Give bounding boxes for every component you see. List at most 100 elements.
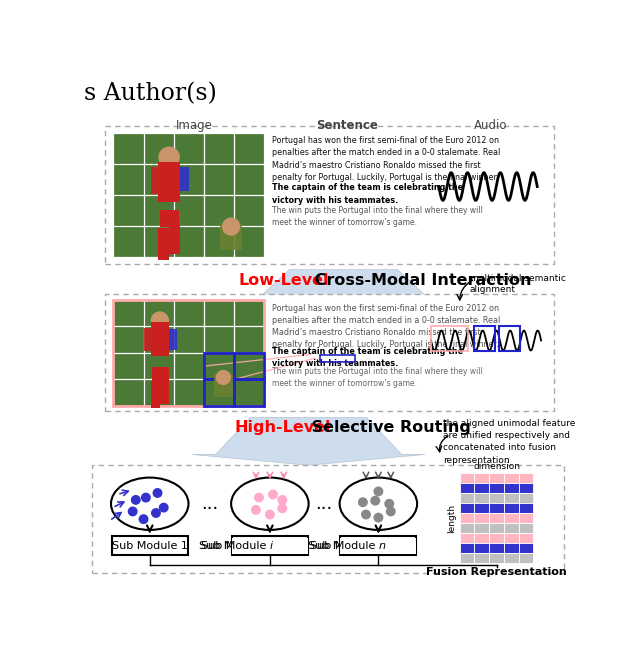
Bar: [499, 326, 520, 350]
Bar: [474, 543, 489, 553]
Bar: [518, 533, 533, 543]
Bar: [489, 533, 504, 543]
Circle shape: [278, 496, 287, 504]
Bar: [489, 553, 504, 563]
Bar: [518, 513, 533, 523]
Circle shape: [255, 493, 263, 502]
Bar: [460, 473, 474, 483]
Circle shape: [385, 499, 394, 508]
Bar: [234, 379, 264, 406]
Bar: [489, 503, 504, 513]
Text: Fusion Representation: Fusion Representation: [426, 567, 567, 577]
Bar: [340, 536, 417, 554]
Bar: [460, 493, 474, 503]
Bar: [489, 473, 504, 483]
Bar: [504, 533, 518, 543]
Circle shape: [151, 312, 168, 329]
Bar: [460, 523, 474, 533]
Circle shape: [159, 503, 168, 512]
Circle shape: [362, 510, 370, 519]
Bar: [504, 523, 518, 533]
Bar: [214, 374, 233, 397]
Bar: [460, 533, 474, 543]
Circle shape: [216, 371, 230, 384]
Text: Sub Module: Sub Module: [200, 541, 268, 551]
Bar: [158, 162, 180, 202]
Bar: [518, 473, 533, 483]
Text: multimodal semantic
alignment: multimodal semantic alignment: [470, 274, 566, 294]
Bar: [460, 483, 474, 493]
Text: Portugal has won the first semi-final of the Euro 2012 on
penalties after the ma: Portugal has won the first semi-final of…: [272, 136, 500, 182]
Ellipse shape: [111, 478, 189, 530]
Bar: [474, 523, 489, 533]
Text: i: i: [268, 541, 271, 551]
Text: Sub Module: Sub Module: [310, 541, 378, 551]
Bar: [113, 133, 264, 257]
Text: ...: ...: [316, 495, 333, 513]
Bar: [160, 379, 169, 403]
Circle shape: [358, 498, 367, 506]
Bar: [504, 553, 518, 563]
Bar: [504, 513, 518, 523]
Circle shape: [223, 218, 239, 235]
Bar: [145, 328, 150, 352]
Text: Low-Level: Low-Level: [239, 273, 330, 288]
Bar: [504, 503, 518, 513]
Text: Image: Image: [176, 119, 213, 132]
Circle shape: [278, 504, 287, 512]
Bar: [234, 353, 264, 379]
Circle shape: [269, 490, 277, 499]
Circle shape: [374, 487, 383, 496]
Bar: [518, 503, 533, 513]
Bar: [460, 553, 474, 563]
Text: Sub Module: Sub Module: [308, 541, 377, 551]
Text: Sub Module 1: Sub Module 1: [112, 541, 188, 551]
Ellipse shape: [231, 478, 308, 530]
Bar: [169, 329, 177, 350]
Bar: [431, 326, 468, 350]
Text: The win puts the Portugal into the final where they will
meet the winner of tomo: The win puts the Portugal into the final…: [272, 367, 483, 388]
Bar: [504, 483, 518, 493]
Circle shape: [252, 506, 260, 514]
Bar: [474, 533, 489, 543]
Bar: [518, 543, 533, 553]
Text: n: n: [378, 541, 385, 551]
Text: The captain of the team is celebrating the
victory with his teammates.: The captain of the team is celebrating t…: [272, 184, 463, 205]
Polygon shape: [193, 417, 425, 465]
Bar: [204, 353, 234, 379]
Bar: [489, 523, 504, 533]
Bar: [460, 503, 474, 513]
Text: The win puts the Portugal into the final where they will
meet the winner of tomo: The win puts the Portugal into the final…: [272, 206, 483, 226]
Text: ...: ...: [201, 495, 218, 513]
Bar: [474, 553, 489, 563]
Circle shape: [374, 514, 383, 522]
Text: Sub Module: Sub Module: [201, 541, 270, 551]
Polygon shape: [231, 270, 456, 316]
Text: Portugal has won the first semi-final of the Euro 2012 on
penalties after the ma: Portugal has won the first semi-final of…: [272, 304, 500, 349]
Ellipse shape: [340, 478, 417, 530]
Bar: [180, 167, 189, 191]
Circle shape: [153, 489, 162, 497]
Bar: [169, 225, 180, 255]
Bar: [113, 300, 264, 406]
Text: Selective Routing: Selective Routing: [307, 420, 471, 435]
Bar: [474, 483, 489, 493]
Bar: [340, 539, 417, 554]
Text: High-Level: High-Level: [235, 420, 332, 435]
Circle shape: [141, 493, 150, 502]
Bar: [474, 513, 489, 523]
Bar: [489, 483, 504, 493]
Text: i: i: [270, 541, 273, 551]
Bar: [113, 300, 264, 406]
Bar: [474, 503, 489, 513]
Bar: [474, 493, 489, 503]
Text: Sentence: Sentence: [316, 119, 378, 132]
Bar: [518, 493, 533, 503]
Bar: [504, 493, 518, 503]
Bar: [150, 380, 160, 408]
Bar: [320, 355, 355, 362]
Bar: [158, 228, 169, 260]
Circle shape: [152, 509, 160, 517]
Circle shape: [371, 497, 380, 505]
Bar: [460, 513, 474, 523]
